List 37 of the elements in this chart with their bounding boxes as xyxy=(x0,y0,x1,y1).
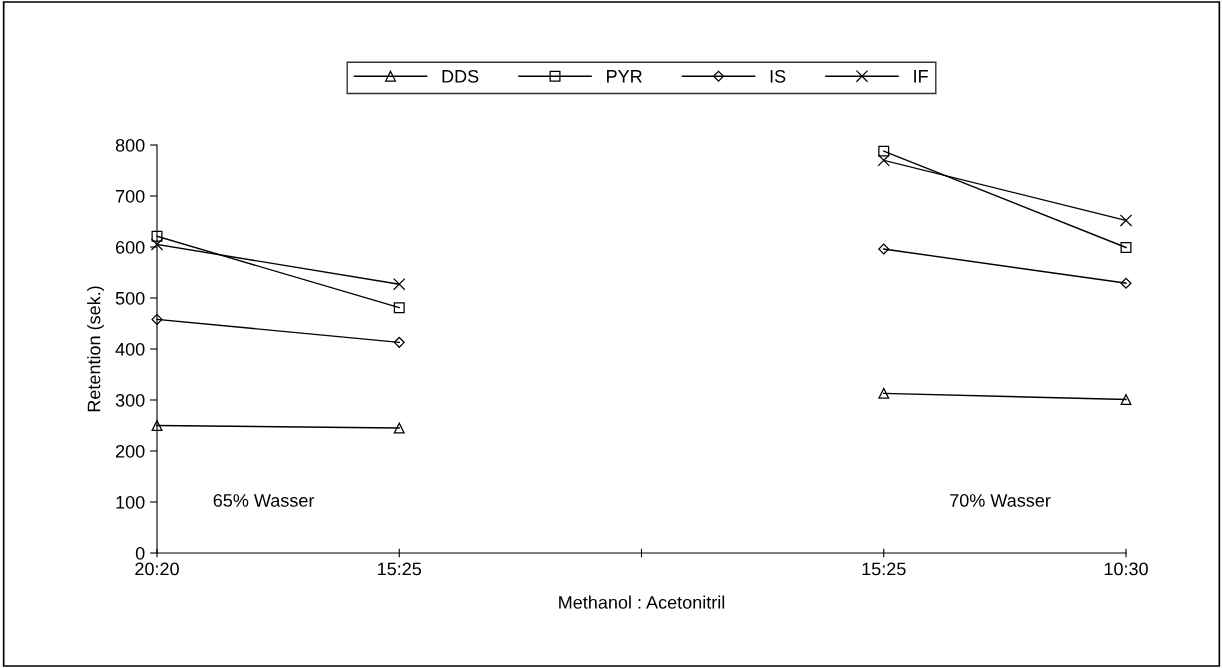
annotation: 65% Wasser xyxy=(213,494,315,507)
x-tick-label: 20:20 xyxy=(135,562,179,576)
point xyxy=(878,387,890,399)
x-tick-label: 15:25 xyxy=(862,562,906,576)
legend-label: PYR xyxy=(607,70,642,83)
annotation: 70% Wasser xyxy=(950,494,1051,507)
point xyxy=(151,313,163,325)
point xyxy=(1119,214,1133,227)
x-axis-title: Methanol : Acetonitril xyxy=(559,595,725,609)
legend-label: IF xyxy=(914,70,928,83)
y-tick-label: 400 xyxy=(115,342,145,356)
point xyxy=(1120,394,1132,405)
point xyxy=(393,278,406,291)
y-tick-label: 100 xyxy=(116,495,145,509)
point xyxy=(393,302,405,314)
legend-label: IS xyxy=(770,69,786,83)
y-tick-label: 700 xyxy=(116,189,145,203)
x-tick-label: 10:30 xyxy=(1104,562,1148,576)
y-tick-label: 0 xyxy=(135,546,145,560)
point xyxy=(1120,277,1132,289)
point xyxy=(878,145,890,157)
point xyxy=(150,238,164,251)
x-tick-label: 15:25 xyxy=(378,562,422,576)
point xyxy=(877,154,890,167)
legend-label: DDS xyxy=(442,69,479,83)
point xyxy=(393,422,405,434)
point xyxy=(878,243,890,255)
y-tick-label: 500 xyxy=(115,291,145,305)
y-tick-label: 300 xyxy=(115,393,145,407)
y-tick-label: 600 xyxy=(115,240,145,254)
point xyxy=(393,336,405,348)
y-tick-label: 200 xyxy=(115,444,145,458)
point xyxy=(151,420,163,431)
point xyxy=(1120,242,1132,253)
point xyxy=(151,230,163,242)
y-tick-label: 800 xyxy=(115,138,145,152)
y-axis-title: Retention (sek.) xyxy=(87,286,104,412)
